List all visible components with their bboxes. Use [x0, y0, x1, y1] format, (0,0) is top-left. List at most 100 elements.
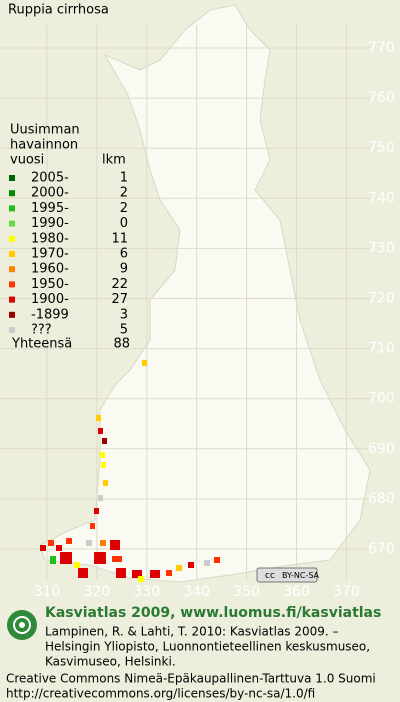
legend-swatch [9, 266, 15, 273]
observation-square [74, 562, 80, 568]
legend-count: 1 [120, 171, 128, 186]
legend-swatch [9, 190, 15, 197]
easting-label: 350 [233, 584, 260, 600]
observation-square [94, 508, 99, 514]
legend-swatch [9, 327, 15, 333]
legend-count: 11 [111, 231, 128, 246]
logo-center [19, 622, 25, 628]
legend-header: Uusimman [10, 123, 80, 138]
legend-swatch [9, 296, 15, 303]
northing-label: 670 [368, 541, 395, 557]
observation-square [204, 560, 210, 566]
legend-count: 3 [120, 307, 128, 322]
legend-count-header: lkm [102, 153, 126, 168]
observation-square [86, 540, 92, 546]
easting-label: 330 [133, 584, 160, 600]
legend-swatch [9, 281, 15, 288]
observation-square [56, 545, 62, 551]
observation-square [48, 540, 54, 546]
observation-square [142, 360, 147, 366]
northing-label: 690 [368, 441, 395, 457]
legend-label: 1995- [31, 201, 69, 216]
logo-spiral [13, 616, 31, 634]
observation-square [100, 540, 106, 546]
legend-label: 1980- [31, 231, 69, 246]
observation-square [98, 428, 103, 434]
legend-label: 2000- [31, 186, 69, 201]
legend-swatch [9, 311, 15, 318]
legend-swatch [9, 205, 15, 212]
legend-count: 22 [111, 277, 128, 292]
observation-square [98, 495, 103, 501]
observation-square [40, 545, 46, 551]
observation-square [50, 556, 56, 564]
legend-header: vuosi [10, 153, 44, 168]
northing-label: 710 [368, 341, 395, 357]
observation-square [132, 570, 142, 578]
legend-count: 2 [120, 186, 128, 201]
easting-label: 360 [283, 584, 310, 600]
legend-label: -1899 [31, 307, 69, 322]
legend-label: 1950- [31, 277, 69, 292]
observation-square [214, 557, 220, 563]
northing-label: 720 [368, 291, 395, 307]
badge-text: BY-NC-SA [282, 571, 320, 580]
observation-square [102, 438, 107, 444]
observation-square [100, 452, 105, 458]
observation-square [90, 523, 95, 529]
northing-label: 760 [368, 90, 395, 106]
observation-square [60, 552, 72, 564]
observation-square [150, 570, 160, 578]
observation-square [188, 562, 194, 568]
legend-label: 1960- [31, 262, 69, 277]
legend-total-label: Yhteensä [11, 337, 72, 352]
observation-square [94, 552, 106, 564]
legend-count: 27 [111, 292, 128, 307]
legend-label: 2005- [31, 171, 69, 186]
badge-cc: cc [265, 571, 275, 581]
observation-square [166, 570, 172, 576]
easting-label: 340 [183, 584, 210, 600]
legend-label: ??? [31, 323, 52, 338]
observations [40, 360, 220, 582]
citation-line: Lampinen, R. & Lahti, T. 2010: Kasviatla… [45, 625, 339, 639]
observation-square [116, 568, 126, 578]
license-line: Creative Commons Nimeä-Epäkaupallinen-Ta… [6, 672, 376, 686]
observation-square [138, 576, 144, 582]
legend-count: 2 [120, 201, 128, 216]
legend-swatch [9, 220, 15, 227]
license-line: http://creativecommons.org/licenses/by-n… [6, 687, 315, 701]
license-badge [256, 567, 318, 583]
citation-line: Helsingin Yliopisto, Luonnontieteellinen… [45, 640, 370, 654]
northing-label: 750 [368, 140, 395, 156]
citation-line: Kasvimuseo, Helsinki. [45, 655, 176, 669]
observation-square [78, 568, 88, 578]
map-title: Ruppia cirrhosa [8, 3, 109, 18]
easting-label: 320 [84, 584, 111, 600]
legend-label: 1900- [31, 292, 69, 307]
legend-swatch [9, 235, 15, 242]
northing-label: 740 [368, 190, 395, 206]
footer-heading: Kasviatlas 2009, www.luomus.fi/kasviatla… [45, 605, 381, 621]
observation-square [103, 480, 108, 486]
observation-square [101, 462, 106, 468]
easting-label: 310 [34, 584, 61, 600]
observation-square [66, 538, 72, 544]
legend-count: 6 [120, 247, 128, 262]
legend-swatch [9, 175, 15, 181]
legend-count: 9 [120, 262, 128, 277]
observation-square [176, 565, 182, 571]
legend-header: havainnon [10, 138, 78, 153]
easting-label: 370 [333, 584, 360, 600]
observation-square [96, 415, 101, 421]
legend-count: 5 [120, 323, 128, 338]
observation-square [112, 556, 122, 562]
logo [7, 610, 37, 640]
legend-total: 88 [113, 337, 130, 352]
legend-swatch [9, 251, 15, 257]
legend-count: 0 [120, 216, 128, 231]
legend-label: 1990- [31, 216, 69, 231]
northing-label: 770 [368, 40, 395, 56]
